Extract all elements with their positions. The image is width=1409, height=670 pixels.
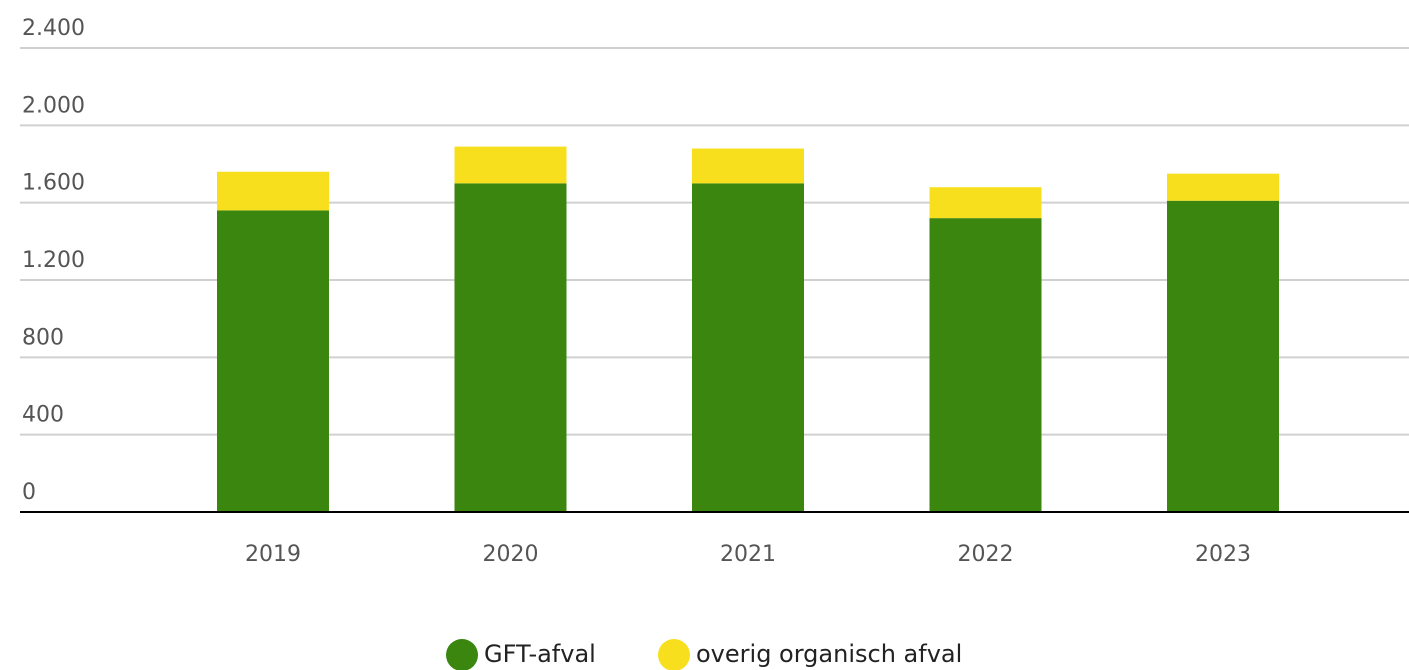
y-tick-label: 1.600 [22, 171, 85, 196]
bar [929, 218, 1042, 512]
bar [1167, 173, 1279, 201]
y-tick-label: 2.400 [22, 16, 85, 41]
bar [929, 187, 1042, 219]
x-tick-label: 2022 [958, 542, 1014, 567]
bar [454, 183, 567, 513]
y-tick-label: 2.000 [22, 93, 85, 118]
bar [1167, 200, 1279, 512]
x-tick-label: 2023 [1195, 542, 1251, 567]
x-tick-label: 2021 [720, 542, 776, 567]
bar [217, 210, 329, 512]
bar [217, 171, 329, 211]
legend-marker [658, 639, 690, 670]
legend-marker [446, 639, 478, 670]
legend-label: GFT-afval [484, 640, 596, 668]
legend-label: overig organisch afval [696, 640, 962, 668]
x-tick-label: 2019 [245, 542, 301, 567]
x-tick-label: 2020 [483, 542, 539, 567]
bar [692, 148, 804, 184]
y-tick-label: 400 [22, 403, 64, 428]
y-tick-label: 800 [22, 325, 64, 350]
y-tick-label: 1.200 [22, 248, 85, 273]
bar [692, 183, 804, 513]
bar [454, 146, 567, 184]
y-tick-label: 0 [22, 480, 36, 505]
